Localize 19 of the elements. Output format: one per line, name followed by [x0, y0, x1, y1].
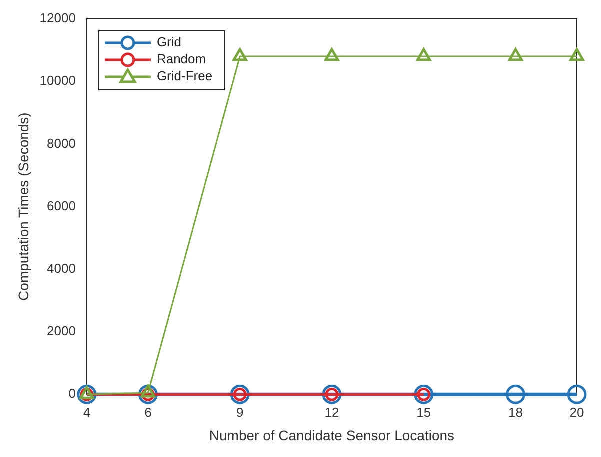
x-tick-label: 18	[508, 404, 523, 420]
legend-label: Random	[156, 52, 206, 67]
x-tick-label: 12	[324, 404, 340, 420]
legend-label: Grid-Free	[156, 68, 213, 84]
y-axis-title: Computation Times (Seconds)	[15, 112, 32, 301]
x-tick-label: 9	[236, 404, 244, 420]
x-tick-label: 4	[83, 404, 91, 420]
x-axis-title: Number of Candidate Sensor Locations	[209, 427, 455, 444]
x-tick-label: 20	[570, 404, 584, 420]
y-tick-label: 6000	[47, 198, 76, 214]
y-tick-label: 10000	[40, 73, 76, 88]
y-tick-label: 12000	[40, 10, 76, 26]
y-tick-label: 2000	[47, 324, 76, 339]
x-tick-label: 6	[144, 404, 152, 420]
y-tick-label: 4000	[47, 260, 76, 276]
x-tick-label: 15	[416, 404, 432, 420]
y-tick-label: 8000	[47, 136, 76, 151]
legend-label: Grid	[156, 34, 182, 50]
y-tick-label: 0	[68, 386, 76, 402]
